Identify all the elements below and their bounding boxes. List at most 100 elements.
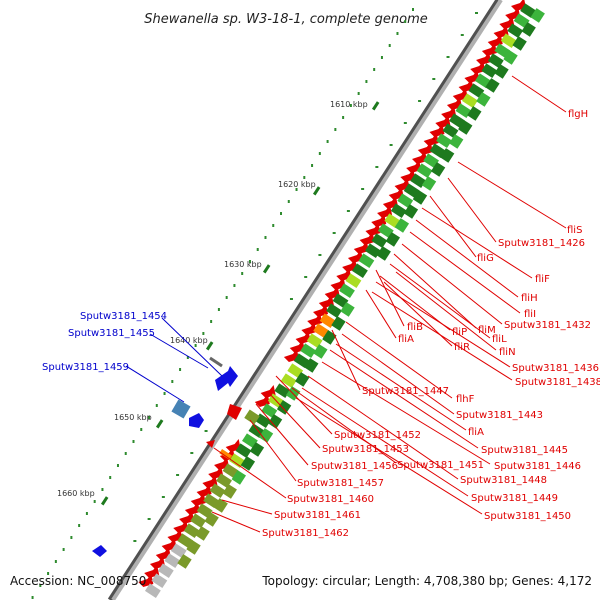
forward-gene-arrow <box>481 43 497 56</box>
leader-line <box>125 365 185 403</box>
gene-label[interactable]: fliF <box>535 274 550 285</box>
cds-box <box>213 498 228 513</box>
gene-label[interactable]: Sputw3181_1443 <box>456 410 543 421</box>
cds-box <box>494 43 511 59</box>
gene-label[interactable]: Sputw3181_1436 <box>512 363 599 374</box>
cds-box <box>442 123 459 139</box>
gene-label[interactable]: Sputw3181_1453 <box>322 444 409 455</box>
track-dot <box>334 128 337 131</box>
forward-gene-arrow <box>470 61 486 74</box>
gene-label[interactable]: Sputw3181_1450 <box>484 511 571 522</box>
gene-label[interactable]: Sputw3181_1438 <box>515 377 600 388</box>
leader-line <box>211 511 261 533</box>
accession-text: Accession: NC_008750 <box>10 574 147 588</box>
gene-label[interactable]: fliR <box>454 342 470 353</box>
leader-line <box>255 403 309 466</box>
gene-label[interactable]: fliL <box>492 334 507 345</box>
cds-box <box>385 232 400 247</box>
forward-gene-arrow <box>499 16 515 29</box>
forward-gene-arrow <box>324 286 340 299</box>
track-dot <box>225 296 228 299</box>
cds-box <box>258 428 274 443</box>
gene-label[interactable]: flhF <box>456 394 475 405</box>
leader-line <box>401 243 503 325</box>
cds-box <box>306 333 323 349</box>
map-title: Shewanella sp. W3-18-1, complete genome <box>144 12 427 27</box>
gene-label[interactable]: fliP <box>452 327 467 338</box>
track-dot <box>109 476 112 479</box>
gene-label[interactable]: Sputw3181_1454 <box>80 311 167 322</box>
kbp-label-1640: 1640 kbp <box>170 336 208 345</box>
track-dot <box>373 68 376 71</box>
gene-label[interactable]: Sputw3181_1451 <box>397 460 484 471</box>
cds-box <box>170 543 187 559</box>
gene-label[interactable]: fliB <box>407 322 423 333</box>
gene-label[interactable]: Sputw3181_1432 <box>504 320 591 331</box>
kbp-tick-1630 <box>262 264 271 274</box>
cds-box <box>322 330 337 345</box>
forward-gene-arrow <box>313 304 329 317</box>
gene-label[interactable]: Sputw3181_1452 <box>334 430 421 441</box>
track-dot <box>78 524 81 527</box>
leader-line <box>429 195 477 258</box>
forward-gene-arrow <box>283 349 299 362</box>
gene-label[interactable]: Sputw3181_1447 <box>362 386 449 397</box>
gene-label[interactable]: Sputw3181_1449 <box>471 493 558 504</box>
gene-label[interactable]: Sputw3181_1448 <box>460 475 547 486</box>
gene-label[interactable]: Sputw3181_1460 <box>287 494 374 505</box>
forward-gene-arrow <box>330 277 346 290</box>
cds-box <box>421 176 437 191</box>
kbp-tick-1650 <box>155 419 164 429</box>
gene-label[interactable]: Sputw3181_1455 <box>68 328 155 339</box>
gene-label[interactable]: flgH <box>568 109 588 120</box>
gene-label[interactable]: fliS <box>567 225 582 236</box>
gene-label[interactable]: Sputw3181_1445 <box>481 445 568 456</box>
reverse-gene-arrow <box>215 366 238 391</box>
forward-gene-arrow <box>365 223 381 236</box>
forward-gene-arrow <box>353 241 369 254</box>
forward-gene-arrow <box>476 52 492 65</box>
cds-box <box>287 363 304 379</box>
track-dot <box>148 416 151 419</box>
gene-label[interactable]: fliN <box>499 347 516 358</box>
cds-box <box>222 484 237 499</box>
gene-label[interactable]: fliH <box>521 293 538 304</box>
track-dot <box>161 496 165 498</box>
cds-box <box>274 383 291 399</box>
gene-label[interactable]: fliA <box>398 334 414 345</box>
forward-gene-arrow <box>155 547 171 560</box>
gene-label[interactable]: Sputw3181_1426 <box>498 238 585 249</box>
cds-box <box>429 143 446 159</box>
gene-label[interactable]: fliI <box>524 309 536 320</box>
forward-gene-arrow <box>307 313 323 326</box>
gene-label[interactable]: fliA <box>468 427 484 438</box>
track-dot <box>155 404 158 407</box>
cds-box <box>521 22 536 37</box>
gene-label[interactable]: fliG <box>477 253 494 264</box>
gene-label[interactable]: Sputw3181_1461 <box>274 510 361 521</box>
cds-box <box>304 358 319 373</box>
track-dot <box>54 560 57 563</box>
track-dot <box>233 284 236 287</box>
forward-gene-arrow <box>179 511 195 524</box>
gene-label[interactable]: Sputw3181_1456 <box>311 461 398 472</box>
track-dot <box>248 260 251 263</box>
cds-box <box>242 433 258 449</box>
leader-line <box>295 397 483 515</box>
gene-label[interactable]: fliM <box>478 325 496 336</box>
gene-label[interactable]: Sputw3181_1459 <box>42 362 129 373</box>
track-dot <box>132 440 135 443</box>
gene-label[interactable]: Sputw3181_1462 <box>262 528 349 539</box>
track-dot <box>389 144 393 146</box>
forward-gene-arrow <box>458 79 474 92</box>
kbp-tick-1610 <box>371 101 380 111</box>
cds-box <box>410 173 427 189</box>
small-gray-feature <box>209 356 223 368</box>
track-dot <box>101 488 104 491</box>
cds-box <box>186 540 201 555</box>
inner-features <box>92 356 260 557</box>
gene-label[interactable]: Sputw3181_1457 <box>297 478 384 489</box>
gene-label[interactable]: Sputw3181_1446 <box>494 461 581 472</box>
kbp-label-1650: 1650 kbp <box>114 413 152 422</box>
forward-gene-arrow <box>167 529 183 542</box>
